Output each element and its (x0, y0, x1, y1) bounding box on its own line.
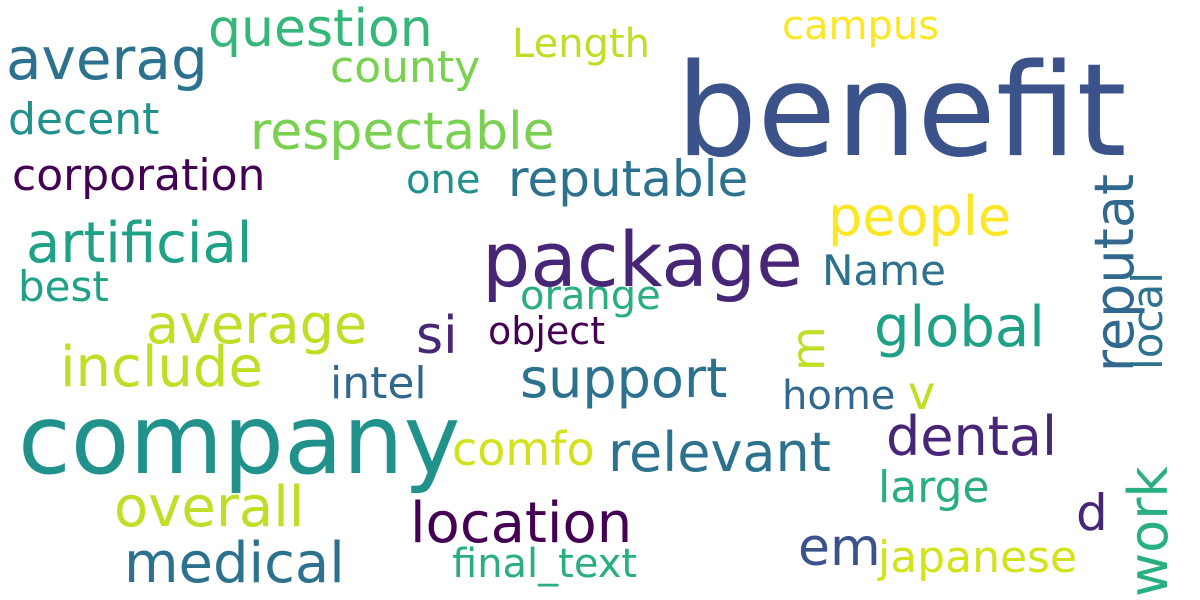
word-benefit: benefit (676, 37, 1127, 186)
word-final-text: final_text (452, 541, 638, 587)
word-one: one (406, 157, 481, 203)
word-reputable: reputable (508, 150, 749, 208)
word-v: v (908, 366, 936, 420)
word-medical: medical (124, 531, 345, 596)
word-support: support (520, 347, 728, 410)
word-length: Length (512, 21, 650, 67)
word-m: m (781, 326, 835, 371)
word-decent: decent (8, 94, 160, 145)
word-county: county (330, 42, 481, 93)
word-global: global (874, 295, 1045, 360)
word-overall: overall (114, 475, 305, 540)
word-orange: orange (520, 273, 661, 319)
word-averag: averag (6, 25, 208, 93)
word-people: people (828, 185, 1012, 248)
word-home: home (782, 373, 896, 419)
word-intel: intel (330, 358, 427, 409)
word-company: company (18, 384, 461, 496)
word-d: d (1076, 484, 1108, 542)
word-local: local (1123, 272, 1172, 370)
word-em: em (798, 518, 881, 578)
word-question: question (208, 0, 433, 59)
word-location: location (410, 491, 633, 556)
word-corporation: corporation (12, 150, 266, 201)
word-comfo: comfo (452, 422, 595, 476)
word-average: average (146, 293, 368, 356)
word-dental: dental (886, 405, 1057, 468)
word-relevant: relevant (608, 421, 831, 484)
word-japanese: japanese (878, 532, 1078, 583)
word-include: include (60, 335, 263, 400)
word-large: large (878, 462, 990, 513)
word-campus: campus (782, 3, 940, 49)
word-best: best (18, 262, 109, 311)
word-si: si (416, 306, 458, 366)
word-name: Name (822, 246, 946, 295)
word-artificial: artificial (26, 211, 253, 276)
word-work: work (1117, 466, 1180, 597)
word-package: package (482, 215, 803, 304)
word-respectable: respectable (250, 102, 555, 162)
word-object: object (488, 309, 606, 353)
